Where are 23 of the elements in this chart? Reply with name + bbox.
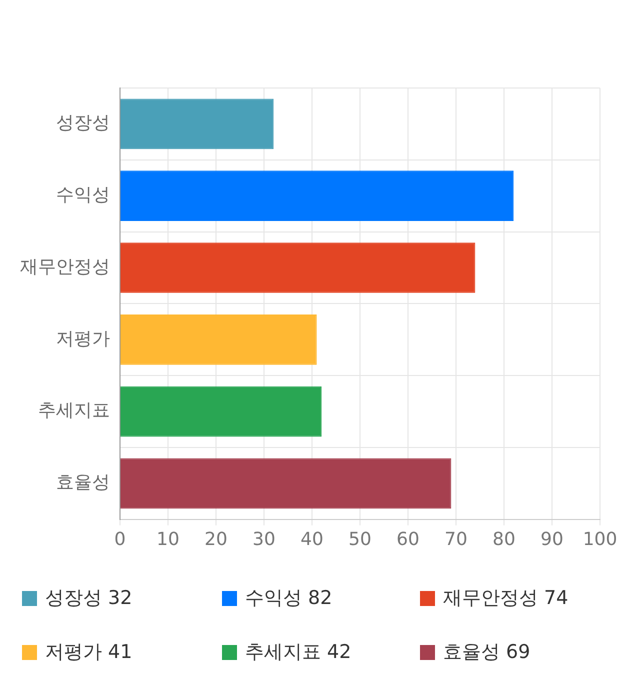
y-tick-label: 저평가 — [56, 328, 110, 350]
y-tick-label: 재무안정성 — [20, 256, 110, 278]
x-tick-label: 30 — [252, 528, 276, 550]
category-label: 수익성 82 — [245, 587, 332, 609]
category-label: 저평가 41 — [45, 641, 132, 663]
x-tick-label: 50 — [348, 528, 372, 550]
x-tick-label: 80 — [492, 528, 516, 550]
x-tick-label: 70 — [444, 528, 468, 550]
x-tick-label: 90 — [540, 528, 564, 550]
category-label: 효율성 69 — [443, 641, 530, 663]
y-tick-label: 추세지표 — [38, 400, 110, 422]
x-tick-label: 40 — [300, 528, 324, 550]
category-label: 성장성 32 — [45, 587, 132, 609]
x-tick-label: 20 — [204, 528, 228, 550]
x-tick-label: 0 — [114, 528, 126, 550]
y-tick-label: 수익성 — [56, 184, 110, 206]
y-tick-label: 효율성 — [56, 472, 110, 494]
y-tick-label: 성장성 — [56, 112, 110, 134]
x-tick-label: 100 — [582, 528, 618, 550]
category-label: 재무안정성 74 — [443, 587, 568, 609]
category-label: 추세지표 42 — [245, 641, 352, 663]
x-tick-label: 60 — [396, 528, 420, 550]
x-tick-label: 10 — [156, 528, 180, 550]
